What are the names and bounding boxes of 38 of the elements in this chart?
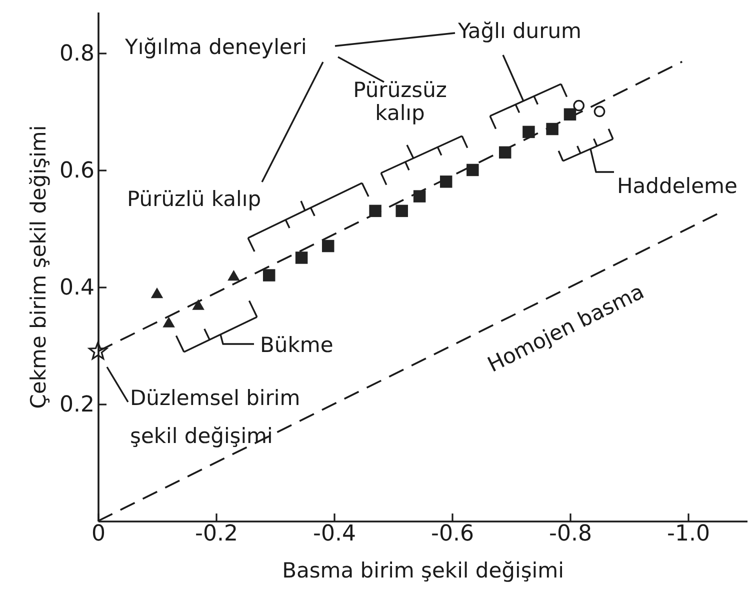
point [295,252,308,264]
annotation: Pürüzlü kalıp [127,187,262,211]
annotation: Haddeleme [617,174,738,198]
point [369,204,382,218]
x-tick-label: -1.0 [667,522,710,546]
y-tick-label: 0.6 [60,158,94,184]
annotation: Düzlemsel birim şekil değişimi [130,386,300,448]
x-tick-label: -0.6 [431,522,474,546]
x-tick-label: -0.2 [195,522,238,546]
x-tick-label: -0.8 [549,522,592,546]
x-tick-label: -0.4 [313,522,356,546]
y-tick-label: 0.2 [60,392,94,418]
point [498,146,512,159]
y-tick-label: 0.8 [60,41,94,66]
point [594,106,606,118]
y-tick-label: 0.4 [60,275,94,300]
point [322,240,334,252]
annotation: Yığılma deneyleri [124,35,307,59]
x-axis-title: Basma birim şekil değişimi [282,558,564,582]
point [546,122,558,136]
point [262,269,276,282]
y-axis-title: Çekme birim şekil değişimi [26,125,51,409]
point [192,299,204,310]
point [150,288,164,298]
point [564,108,576,121]
point [88,341,108,360]
point [228,270,240,281]
point [573,100,585,112]
annotation: Pürüzsüz kalıp [353,78,447,125]
x-tick-label: 0 [92,522,106,546]
annotation: Bükme [260,333,334,357]
point [440,176,452,188]
annotation: Yağlı durum [457,19,582,43]
point [466,164,479,176]
point [413,190,426,202]
point [522,126,535,138]
point [162,316,175,328]
point [396,204,408,218]
